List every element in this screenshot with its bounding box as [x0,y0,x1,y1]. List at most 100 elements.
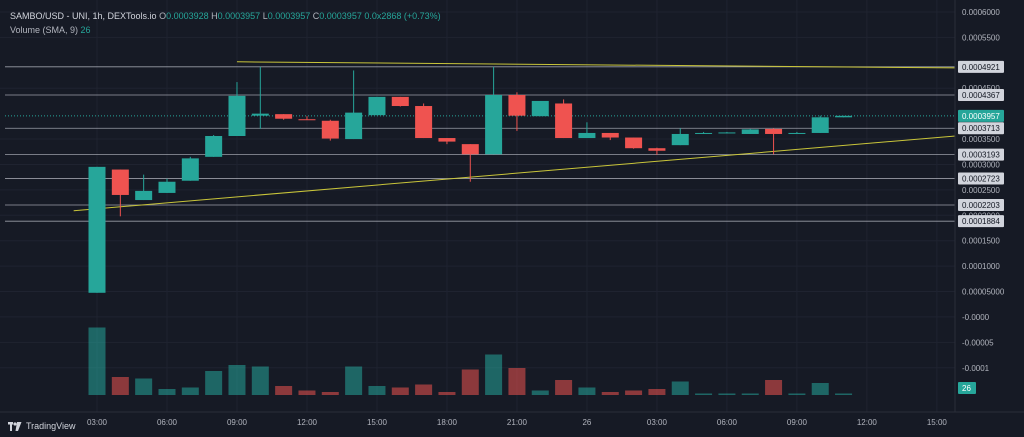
level-price-tag-text: 0.0003193 [962,151,1000,160]
low-label: L [262,11,268,21]
open-value: 0.0003928 [166,11,209,21]
level-price-tag [958,60,1004,73]
level-price-tag [958,215,1004,228]
candle-body [275,114,293,119]
candle-body [531,100,549,117]
volume-bar [835,393,853,395]
time-tick-label: 09:00 [787,418,808,427]
volume-bar [671,381,689,395]
volume-bar [368,386,386,395]
tradingview-logo-icon [8,421,22,431]
candle-body [835,115,853,118]
candle-body [648,148,666,151]
time-tick-label: 06:00 [157,418,178,427]
volume-bar [648,389,666,395]
volume-bar [181,387,199,395]
volume-bar [135,378,153,395]
candle-body [461,144,479,155]
high-label: H [211,11,218,21]
volume-bar [391,387,409,395]
time-tick-label: 15:00 [927,418,948,427]
time-tick-label: 12:00 [297,418,318,427]
change-value: 0.0x2868 (+0.73%) [364,11,441,21]
symbol-label[interactable]: SAMBO/USD - UNI, 1h, DEXTools.io [10,11,157,21]
trendlines [73,61,956,212]
volume-bar [601,392,619,395]
candle-body [718,132,736,134]
price-tags: 0.00049210.00043670.00037130.00031930.00… [958,60,1004,394]
time-tick-label: 09:00 [227,418,248,427]
trendline [73,135,956,212]
price-tick-label: 0.00005000 [962,288,1005,297]
volume-bar [228,365,246,395]
volume-bar [531,390,549,395]
volume-tag-text: 26 [962,384,971,393]
candle-body [158,181,176,193]
price-tick-label: -0.0001 [962,364,990,373]
open-label: O [159,11,167,21]
candle-body [135,190,153,201]
trendline [236,61,956,69]
candle-body [765,128,783,134]
candle-body [555,103,573,139]
candle-body [251,113,269,116]
volume-value: 26 [80,25,91,35]
time-tick-label: 12:00 [857,418,878,427]
candle-body [205,136,223,157]
price-tick-label: 0.0004500 [962,84,1000,93]
time-tick-label: 21:00 [507,418,528,427]
volume-bar [88,327,106,395]
time-tick-label: 26 [582,418,591,427]
candle-body [695,132,713,134]
price-tick-label: 0.0003500 [962,135,1000,144]
volume-bar [345,366,363,395]
time-tick-label: 18:00 [437,418,458,427]
level-price-tag-text: 0.0003713 [962,124,1000,133]
candle-body [345,112,363,140]
time-axis[interactable]: 03:00 06:00 09:00 12:00 15:00 18:00 21:00 26 03:… [87,418,947,427]
level-price-tag-text: 0.0002723 [962,175,1000,184]
candle-body [181,158,199,181]
level-price-tag [958,148,1004,161]
candle-body [111,169,129,195]
level-price-tag-text: 0.0004921 [962,63,1000,72]
candle-body [485,94,503,155]
level-price-tag [958,88,1004,101]
price-tick-label: -0.00005 [962,338,994,347]
time-tick-label: 03:00 [647,418,668,427]
candle-body [811,117,829,133]
candle-body [415,106,433,139]
tradingview-logo-text: TradingView [26,421,76,431]
volume-bar [415,384,433,395]
candle-body [321,120,339,139]
level-price-tag [958,122,1004,135]
volume-bar [765,380,783,395]
volume-bar [555,380,573,395]
price-tick-label: 0.0001500 [962,237,1000,246]
time-tick-label: 15:00 [367,418,388,427]
volume-tag [958,382,976,394]
volume-bar [485,354,503,395]
volume-bar [111,377,129,395]
volume-bar [321,392,339,395]
time-tick-label: 06:00 [717,418,738,427]
price-tick-label: -0.0000 [962,313,990,322]
candle-body [391,96,409,107]
volume-bar [695,393,713,395]
level-price-tag-text: 0.0001884 [962,217,1000,226]
candle-body [368,96,386,116]
candle-body [625,137,643,149]
candle-body [88,166,106,293]
candle-body [601,132,619,138]
volume-bar [508,368,526,395]
volume-bar [251,366,269,395]
volume-bar [461,369,479,395]
level-price-tag [958,172,1004,185]
volume-legend[interactable]: Volume (SMA, 9) 26 [10,23,91,37]
price-tick-label: 0.0002500 [962,186,1000,195]
volume-bar [298,390,316,395]
close-label: C [312,11,320,21]
volume-bar [158,389,176,395]
tradingview-logo[interactable]: TradingView [8,421,76,431]
